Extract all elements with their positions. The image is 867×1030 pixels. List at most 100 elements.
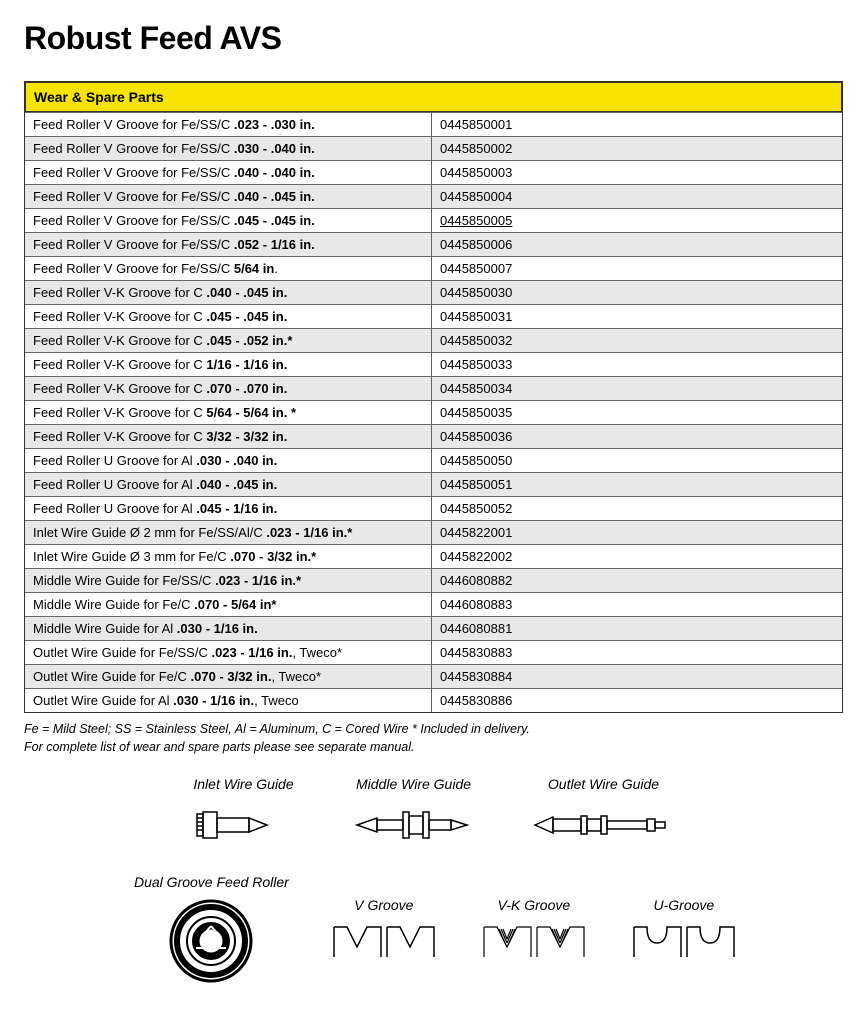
page-title: Robust Feed AVS xyxy=(24,20,843,57)
part-number: 0446080882 xyxy=(432,569,842,592)
diagrams-section: Inlet Wire Guide Middle Wire Guide xyxy=(24,776,843,986)
part-description: Middle Wire Guide for Fe/SS/C .023 - 1/1… xyxy=(25,569,432,592)
table-row: Outlet Wire Guide for Fe/C .070 - 3/32 i… xyxy=(25,664,842,688)
inlet-wire-guide-icon xyxy=(189,800,299,850)
part-number: 0445850033 xyxy=(432,353,842,376)
part-number: 0445850004 xyxy=(432,185,842,208)
diagram-u-groove: U-Groove xyxy=(629,897,739,964)
table-row: Feed Roller V-K Groove for C 1/16 - 1/16… xyxy=(25,352,842,376)
footnote-line1: Fe = Mild Steel; SS = Stainless Steel, A… xyxy=(24,722,530,736)
part-description: Feed Roller V Groove for Fe/SS/C .023 - … xyxy=(25,113,432,136)
part-number: 0445850007 xyxy=(432,257,842,280)
parts-table: Wear & Spare Parts Feed Roller V Groove … xyxy=(24,81,843,713)
part-number: 0445850002 xyxy=(432,137,842,160)
vk-groove-icon xyxy=(479,919,589,964)
table-row: Feed Roller U Groove for Al .040 - .045 … xyxy=(25,472,842,496)
table-row: Feed Roller V Groove for Fe/SS/C 5/64 in… xyxy=(25,256,842,280)
part-description: Feed Roller V-K Groove for C .070 - .070… xyxy=(25,377,432,400)
diagram-inlet-label: Inlet Wire Guide xyxy=(189,776,299,792)
part-number: 0445850051 xyxy=(432,473,842,496)
diagram-middle-label: Middle Wire Guide xyxy=(349,776,479,792)
outlet-wire-guide-icon xyxy=(529,800,679,850)
part-number: 0445850030 xyxy=(432,281,842,304)
dual-groove-roller-icon xyxy=(166,896,256,986)
table-row: Middle Wire Guide for Al .030 - 1/16 in.… xyxy=(25,616,842,640)
v-groove-icon xyxy=(329,919,439,964)
part-description: Feed Roller V-K Groove for C 3/32 - 3/32… xyxy=(25,425,432,448)
table-row: Feed Roller V-K Groove for C .070 - .070… xyxy=(25,376,842,400)
part-number: 0445822001 xyxy=(432,521,842,544)
part-description: Feed Roller V-K Groove for C 5/64 - 5/64… xyxy=(25,401,432,424)
part-number: 0445830884 xyxy=(432,665,842,688)
table-row: Feed Roller V-K Groove for C .045 - .052… xyxy=(25,328,842,352)
table-row: Inlet Wire Guide Ø 2 mm for Fe/SS/Al/C .… xyxy=(25,520,842,544)
table-row: Feed Roller V-K Groove for C 3/32 - 3/32… xyxy=(25,424,842,448)
part-number: 0445850003 xyxy=(432,161,842,184)
part-number: 0445850036 xyxy=(432,425,842,448)
table-row: Feed Roller U Groove for Al .045 - 1/16 … xyxy=(25,496,842,520)
part-number: 0445850052 xyxy=(432,497,842,520)
part-number: 0445822002 xyxy=(432,545,842,568)
part-number: 0445850050 xyxy=(432,449,842,472)
part-description: Feed Roller V Groove for Fe/SS/C 5/64 in… xyxy=(25,257,432,280)
part-description: Feed Roller U Groove for Al .040 - .045 … xyxy=(25,473,432,496)
part-description: Outlet Wire Guide for Fe/SS/C .023 - 1/1… xyxy=(25,641,432,664)
table-row: Feed Roller V Groove for Fe/SS/C .023 - … xyxy=(25,112,842,136)
part-description: Feed Roller V Groove for Fe/SS/C .040 - … xyxy=(25,161,432,184)
part-description: Inlet Wire Guide Ø 2 mm for Fe/SS/Al/C .… xyxy=(25,521,432,544)
part-number: 0445830883 xyxy=(432,641,842,664)
table-row: Feed Roller V Groove for Fe/SS/C .040 - … xyxy=(25,184,842,208)
part-description: Inlet Wire Guide Ø 3 mm for Fe/C .070 - … xyxy=(25,545,432,568)
diagram-inlet: Inlet Wire Guide xyxy=(189,776,299,850)
part-description: Feed Roller V-K Groove for C 1/16 - 1/16… xyxy=(25,353,432,376)
part-description: Middle Wire Guide for Fe/C .070 - 5/64 i… xyxy=(25,593,432,616)
table-row: Feed Roller V-K Groove for C 5/64 - 5/64… xyxy=(25,400,842,424)
table-row: Middle Wire Guide for Fe/C .070 - 5/64 i… xyxy=(25,592,842,616)
part-description: Feed Roller V Groove for Fe/SS/C .045 - … xyxy=(25,209,432,232)
part-number: 0445850031 xyxy=(432,305,842,328)
diagram-v-label: V Groove xyxy=(329,897,439,913)
table-header: Wear & Spare Parts xyxy=(25,82,842,112)
table-row: Outlet Wire Guide for Al .030 - 1/16 in.… xyxy=(25,688,842,712)
part-description: Feed Roller V Groove for Fe/SS/C .040 - … xyxy=(25,185,432,208)
part-description: Feed Roller V Groove for Fe/SS/C .052 - … xyxy=(25,233,432,256)
diagram-outlet-label: Outlet Wire Guide xyxy=(529,776,679,792)
diagram-u-label: U-Groove xyxy=(629,897,739,913)
footnote-line2: For complete list of wear and spare part… xyxy=(24,740,415,754)
table-row: Feed Roller V-K Groove for C .045 - .045… xyxy=(25,304,842,328)
footnote: Fe = Mild Steel; SS = Stainless Steel, A… xyxy=(24,721,843,756)
u-groove-icon xyxy=(629,919,739,964)
part-number: 0445850005 xyxy=(432,209,842,232)
part-number: 0445850006 xyxy=(432,233,842,256)
table-row: Outlet Wire Guide for Fe/SS/C .023 - 1/1… xyxy=(25,640,842,664)
table-row: Inlet Wire Guide Ø 3 mm for Fe/C .070 - … xyxy=(25,544,842,568)
part-description: Outlet Wire Guide for Al .030 - 1/16 in.… xyxy=(25,689,432,712)
table-row: Feed Roller V Groove for Fe/SS/C .052 - … xyxy=(25,232,842,256)
table-row: Feed Roller V-K Groove for C .040 - .045… xyxy=(25,280,842,304)
diagram-v-groove: V Groove xyxy=(329,897,439,964)
part-description: Feed Roller V-K Groove for C .040 - .045… xyxy=(25,281,432,304)
part-number: 0445850034 xyxy=(432,377,842,400)
table-row: Feed Roller V Groove for Fe/SS/C .040 - … xyxy=(25,160,842,184)
part-description: Feed Roller U Groove for Al .030 - .040 … xyxy=(25,449,432,472)
part-number: 0445850001 xyxy=(432,113,842,136)
table-row: Feed Roller V Groove for Fe/SS/C .030 - … xyxy=(25,136,842,160)
diagram-middle: Middle Wire Guide xyxy=(349,776,479,850)
table-row: Feed Roller V Groove for Fe/SS/C .045 - … xyxy=(25,208,842,232)
diagram-dual-roller: Dual Groove Feed Roller xyxy=(134,874,289,986)
part-number: 0446080881 xyxy=(432,617,842,640)
diagram-dual-label: Dual Groove Feed Roller xyxy=(134,874,289,890)
diagram-outlet: Outlet Wire Guide xyxy=(529,776,679,850)
diagram-vk-groove: V-K Groove xyxy=(479,897,589,964)
part-number: 0445850032 xyxy=(432,329,842,352)
part-description: Feed Roller V-K Groove for C .045 - .045… xyxy=(25,305,432,328)
part-description: Feed Roller U Groove for Al .045 - 1/16 … xyxy=(25,497,432,520)
middle-wire-guide-icon xyxy=(349,800,479,850)
part-number: 0446080883 xyxy=(432,593,842,616)
table-row: Middle Wire Guide for Fe/SS/C .023 - 1/1… xyxy=(25,568,842,592)
part-description: Middle Wire Guide for Al .030 - 1/16 in. xyxy=(25,617,432,640)
diagram-vk-label: V-K Groove xyxy=(479,897,589,913)
part-number: 0445830886 xyxy=(432,689,842,712)
part-number: 0445850035 xyxy=(432,401,842,424)
table-row: Feed Roller U Groove for Al .030 - .040 … xyxy=(25,448,842,472)
